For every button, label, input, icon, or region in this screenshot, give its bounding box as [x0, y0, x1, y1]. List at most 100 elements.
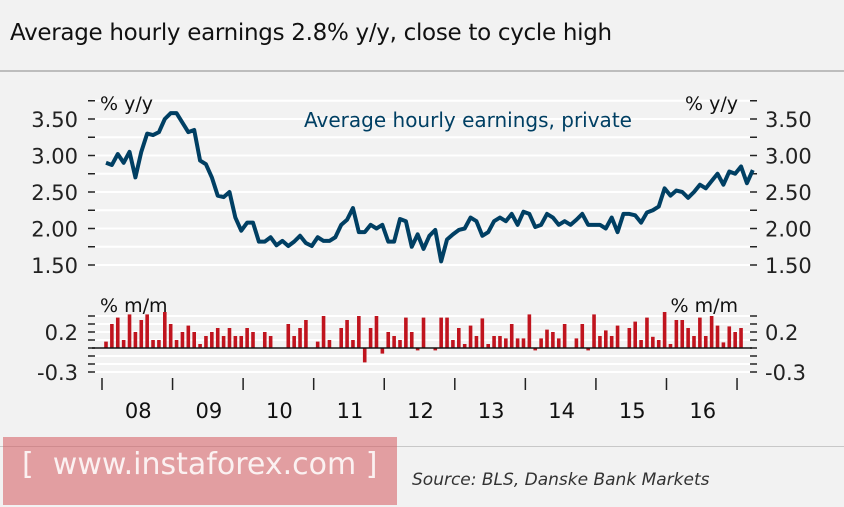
bar [121, 340, 126, 348]
series-label: Average hourly earnings, private [304, 108, 632, 132]
footer-divider [0, 446, 844, 447]
x-tick-label: 15 [619, 399, 646, 423]
bar [545, 329, 549, 348]
bar [486, 344, 490, 348]
bar [374, 316, 379, 348]
bar [180, 332, 185, 348]
bar [604, 330, 608, 348]
bar [351, 340, 355, 348]
bar [627, 328, 632, 348]
bar [339, 328, 343, 348]
bar [357, 316, 361, 348]
bar [527, 314, 532, 348]
bar [556, 338, 561, 348]
bar [127, 314, 132, 348]
bar [574, 338, 579, 348]
bar [404, 317, 408, 348]
x-tick-label: 13 [478, 399, 505, 423]
bar [727, 326, 732, 348]
bar [315, 341, 320, 348]
bar [227, 328, 232, 348]
bar [692, 336, 696, 348]
bar [245, 328, 249, 348]
bar [739, 328, 743, 348]
bar [709, 316, 714, 348]
bar [110, 324, 114, 348]
x-tick-label: 09 [195, 399, 222, 423]
bar [239, 336, 244, 348]
bar [598, 336, 602, 348]
x-tick-label: 14 [548, 399, 575, 423]
bar [262, 332, 267, 348]
bar [509, 324, 514, 348]
bar [409, 332, 414, 348]
bar [551, 332, 555, 348]
bar [645, 317, 649, 348]
bar [686, 328, 690, 348]
bar [268, 336, 273, 348]
bar [474, 336, 479, 348]
x-tick-label: 10 [266, 399, 293, 423]
bar [174, 340, 179, 348]
bar [698, 317, 702, 348]
bar [292, 336, 296, 348]
y-tick-label-right: 2.00 [765, 218, 812, 242]
bar [498, 336, 502, 348]
bar [345, 320, 349, 348]
bar [668, 344, 673, 348]
y-tick-label-right: 3.50 [765, 108, 812, 132]
bar [539, 338, 543, 348]
y-axis-label-left: % y/y [100, 93, 153, 115]
bar [421, 317, 426, 348]
y-tick-label-right: 1.50 [765, 254, 812, 278]
bar [304, 320, 308, 348]
bar [480, 318, 485, 348]
y-axis-label-right: % m/m [670, 295, 738, 317]
bar [615, 325, 620, 348]
bar [639, 340, 643, 348]
bar [468, 325, 473, 348]
bar [163, 312, 167, 348]
bar [168, 324, 173, 348]
y-tick-label-right: 2.50 [765, 181, 812, 205]
bar [327, 340, 332, 348]
bar [392, 336, 396, 348]
bar [515, 338, 520, 348]
y-axis-label-right: % y/y [685, 93, 738, 115]
bar [504, 338, 508, 348]
bar [586, 348, 590, 351]
bar [445, 317, 449, 348]
bar [139, 320, 144, 348]
bar [580, 324, 585, 348]
bar [521, 338, 526, 348]
y-axis-label-left: % m/m [100, 295, 168, 317]
bar [233, 336, 238, 348]
x-tick-label: 16 [689, 399, 716, 423]
bar [451, 340, 455, 348]
bar [733, 332, 737, 348]
y-tick-label-right: -0.3 [765, 361, 806, 385]
bar [157, 340, 161, 348]
source-note: Source: BLS, Danske Bank Markets [412, 470, 710, 490]
bar [662, 312, 667, 348]
bar [104, 341, 108, 348]
bar [380, 348, 385, 354]
bar [715, 325, 720, 348]
watermark-box [3, 437, 397, 505]
bar [457, 328, 461, 348]
title-divider [0, 70, 844, 72]
bar [298, 328, 302, 348]
y-tick-label-right: 3.00 [765, 145, 812, 169]
watermark-text: [ www.instaforex.com ] [22, 447, 378, 482]
y-tick-label-right: 0.2 [765, 321, 798, 345]
bar [533, 348, 538, 351]
y-tick-label-left: 0.2 [45, 321, 78, 345]
bar [609, 336, 614, 348]
bar [221, 336, 226, 348]
bar [368, 328, 373, 348]
bar [562, 324, 567, 348]
y-tick-label-left: 1.50 [31, 254, 78, 278]
bar [145, 314, 149, 348]
bar [386, 332, 391, 348]
